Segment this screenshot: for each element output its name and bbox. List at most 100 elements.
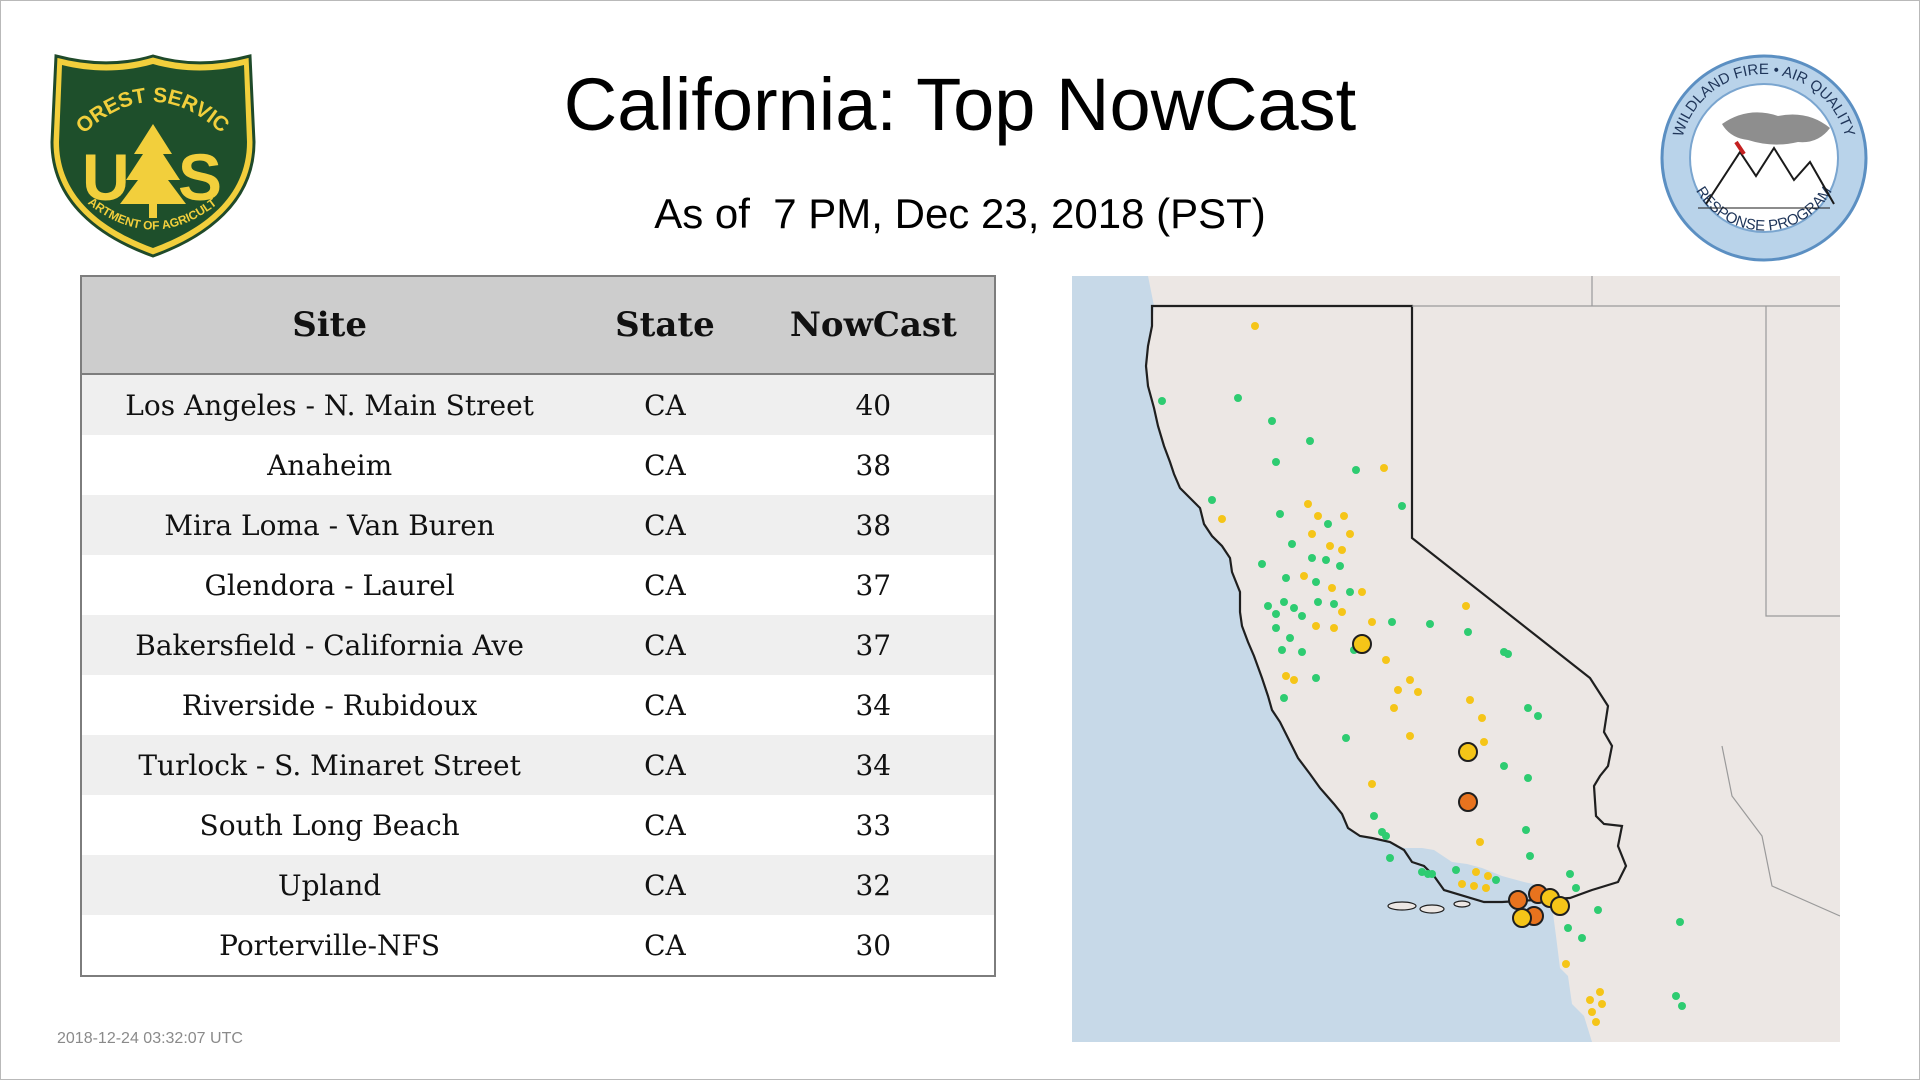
site-marker-moderate[interactable] — [1368, 618, 1376, 626]
site-marker-moderate-large[interactable] — [1458, 742, 1478, 762]
site-marker-good[interactable] — [1286, 634, 1294, 642]
site-marker-moderate[interactable] — [1368, 780, 1376, 788]
site-marker-good[interactable] — [1234, 394, 1242, 402]
site-marker-good[interactable] — [1564, 924, 1572, 932]
site-marker-moderate[interactable] — [1480, 738, 1488, 746]
site-marker-good[interactable] — [1426, 620, 1434, 628]
site-marker-good[interactable] — [1272, 624, 1280, 632]
site-marker-good[interactable] — [1464, 628, 1472, 636]
site-marker-moderate[interactable] — [1338, 608, 1346, 616]
site-marker-good[interactable] — [1524, 704, 1532, 712]
site-marker-moderate[interactable] — [1484, 872, 1492, 880]
site-marker-moderate[interactable] — [1380, 464, 1388, 472]
site-marker-good[interactable] — [1322, 556, 1330, 564]
site-marker-moderate[interactable] — [1346, 530, 1354, 538]
site-marker-good[interactable] — [1492, 876, 1500, 884]
site-marker-good[interactable] — [1306, 437, 1314, 445]
site-marker-moderate[interactable] — [1586, 996, 1594, 1004]
site-marker-good[interactable] — [1572, 884, 1580, 892]
site-marker-good[interactable] — [1312, 578, 1320, 586]
site-marker-good[interactable] — [1526, 852, 1534, 860]
site-marker-good[interactable] — [1276, 510, 1284, 518]
site-marker-moderate[interactable] — [1330, 624, 1338, 632]
site-marker-good[interactable] — [1208, 496, 1216, 504]
site-marker-good[interactable] — [1324, 520, 1332, 528]
site-marker-good[interactable] — [1272, 458, 1280, 466]
site-marker-good[interactable] — [1370, 812, 1378, 820]
site-marker-good[interactable] — [1278, 646, 1286, 654]
site-marker-moderate[interactable] — [1282, 672, 1290, 680]
site-marker-moderate[interactable] — [1328, 584, 1336, 592]
site-marker-good[interactable] — [1352, 466, 1360, 474]
site-marker-moderate[interactable] — [1340, 512, 1348, 520]
site-marker-moderate[interactable] — [1382, 656, 1390, 664]
site-marker-moderate[interactable] — [1406, 676, 1414, 684]
site-marker-moderate[interactable] — [1466, 696, 1474, 704]
site-marker-usg-large[interactable] — [1508, 890, 1528, 910]
site-marker-moderate[interactable] — [1314, 512, 1322, 520]
site-marker-moderate[interactable] — [1414, 688, 1422, 696]
site-marker-good[interactable] — [1280, 598, 1288, 606]
site-marker-good[interactable] — [1314, 598, 1322, 606]
site-marker-good[interactable] — [1678, 1002, 1686, 1010]
site-marker-good[interactable] — [1336, 562, 1344, 570]
site-marker-moderate[interactable] — [1562, 960, 1570, 968]
site-marker-moderate-large[interactable] — [1512, 908, 1532, 928]
site-marker-good[interactable] — [1382, 832, 1390, 840]
site-marker-good[interactable] — [1346, 588, 1354, 596]
site-marker-good[interactable] — [1428, 870, 1436, 878]
site-marker-good[interactable] — [1342, 734, 1350, 742]
site-marker-usg-large[interactable] — [1458, 792, 1478, 812]
site-marker-moderate[interactable] — [1592, 1018, 1600, 1026]
site-marker-moderate[interactable] — [1458, 880, 1466, 888]
site-marker-moderate[interactable] — [1406, 732, 1414, 740]
site-marker-moderate[interactable] — [1338, 546, 1346, 554]
site-marker-good[interactable] — [1452, 866, 1460, 874]
site-marker-good[interactable] — [1594, 906, 1602, 914]
site-marker-good[interactable] — [1264, 602, 1272, 610]
site-marker-good[interactable] — [1308, 554, 1316, 562]
site-marker-good[interactable] — [1272, 610, 1280, 618]
site-marker-good[interactable] — [1298, 612, 1306, 620]
site-marker-good[interactable] — [1578, 934, 1586, 942]
site-marker-good[interactable] — [1676, 918, 1684, 926]
site-marker-moderate[interactable] — [1308, 530, 1316, 538]
site-marker-moderate[interactable] — [1472, 868, 1480, 876]
site-marker-moderate[interactable] — [1588, 1008, 1596, 1016]
site-marker-good[interactable] — [1282, 574, 1290, 582]
site-marker-good[interactable] — [1290, 604, 1298, 612]
site-marker-good[interactable] — [1524, 774, 1532, 782]
site-marker-good[interactable] — [1268, 417, 1276, 425]
site-marker-moderate[interactable] — [1476, 838, 1484, 846]
site-marker-moderate[interactable] — [1598, 1000, 1606, 1008]
site-marker-good[interactable] — [1672, 992, 1680, 1000]
site-marker-moderate[interactable] — [1326, 542, 1334, 550]
site-marker-moderate[interactable] — [1394, 686, 1402, 694]
site-marker-moderate[interactable] — [1300, 572, 1308, 580]
site-marker-good[interactable] — [1500, 762, 1508, 770]
site-marker-moderate[interactable] — [1251, 322, 1259, 330]
site-marker-moderate[interactable] — [1290, 676, 1298, 684]
site-marker-moderate-large[interactable] — [1550, 896, 1570, 916]
site-marker-moderate[interactable] — [1218, 515, 1226, 523]
site-marker-moderate[interactable] — [1596, 988, 1604, 996]
site-marker-moderate[interactable] — [1312, 622, 1320, 630]
site-marker-good[interactable] — [1534, 712, 1542, 720]
site-marker-moderate[interactable] — [1462, 602, 1470, 610]
site-marker-good[interactable] — [1158, 397, 1166, 405]
site-marker-good[interactable] — [1312, 674, 1320, 682]
site-marker-moderate[interactable] — [1470, 882, 1478, 890]
site-marker-moderate-large[interactable] — [1352, 634, 1372, 654]
site-marker-good[interactable] — [1504, 650, 1512, 658]
site-marker-good[interactable] — [1288, 540, 1296, 548]
site-marker-good[interactable] — [1280, 694, 1288, 702]
site-marker-good[interactable] — [1566, 870, 1574, 878]
site-marker-moderate[interactable] — [1358, 588, 1366, 596]
site-marker-good[interactable] — [1522, 826, 1530, 834]
site-marker-good[interactable] — [1386, 854, 1394, 862]
site-marker-moderate[interactable] — [1482, 884, 1490, 892]
site-marker-moderate[interactable] — [1478, 714, 1486, 722]
site-marker-moderate[interactable] — [1390, 704, 1398, 712]
site-marker-good[interactable] — [1258, 560, 1266, 568]
site-marker-good[interactable] — [1388, 618, 1396, 626]
